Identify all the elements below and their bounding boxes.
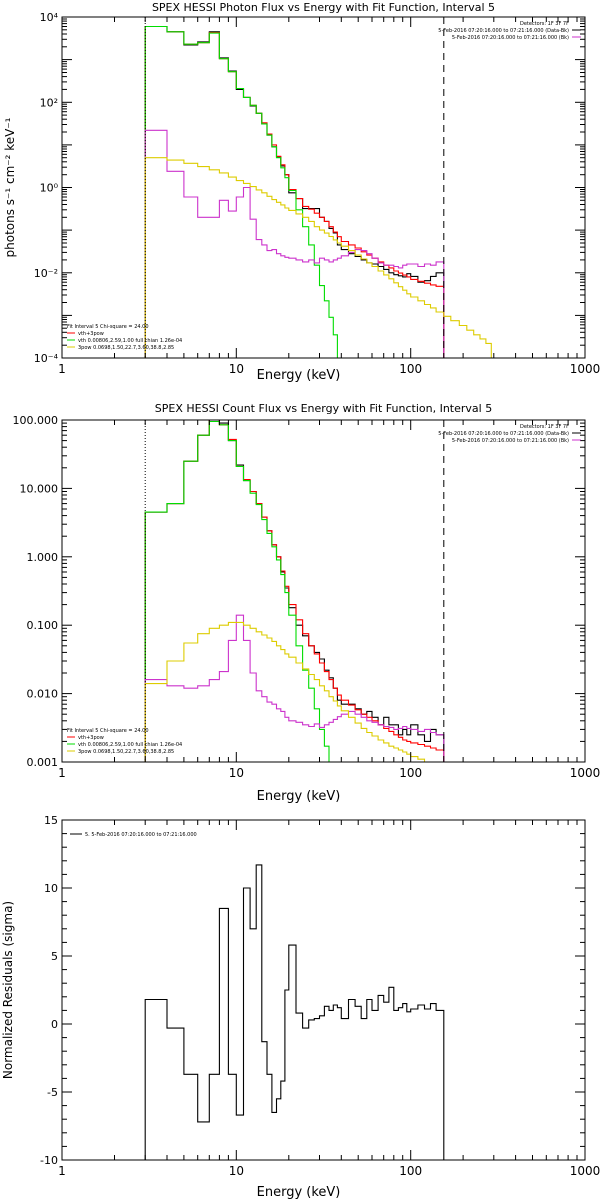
y-tick-label: 0.100: [27, 619, 59, 632]
plot-frame: [61, 16, 586, 359]
series-3-histogram: [144, 129, 445, 358]
chart-title: SPEX HESSI Count Flux vs Energy with Fit…: [155, 402, 492, 415]
chart-title: SPEX HESSI Photon Flux vs Energy with Fi…: [152, 1, 495, 14]
y-tick-label: 10⁻⁴: [34, 352, 59, 365]
x-tick-label: 1: [58, 362, 66, 376]
legend-bottom-entry: 3pow 0.0698,1.50,22.7,3.60,38.8,2.85: [78, 749, 174, 755]
legend-top-entry: 5-Feb-2016 07:20:16.000 to 07:21:16.000 …: [438, 28, 569, 34]
series-4-histogram: [144, 621, 444, 762]
legend-top-entry: 5-Feb-2016 07:20:16.000 to 07:21:16.000 …: [452, 35, 569, 41]
x-tick-label: 100: [399, 1164, 422, 1178]
y-tick-label: 0.010: [27, 688, 59, 701]
x-tick-label: 10: [229, 362, 244, 376]
legend-bottom-entry: vth+3pow: [78, 735, 104, 741]
legend-top-entry: 5. 5-Feb-2016 07:20:16.000 to 07:21:16.0…: [85, 832, 197, 838]
residuals-panel: 1 10 100 1000 -10 -5 0 5 10 15 Energy (keV) Normali…: [1, 814, 600, 1200]
series-0-histogram: [144, 864, 445, 1160]
series-4-histogram: [144, 157, 492, 358]
legend-top-entry: 5-Feb-2016 07:20:16.000 to 07:21:16.000 …: [438, 431, 569, 437]
x-tick-label: 100: [399, 766, 422, 780]
legend-bottom-entry: vth+3pow: [78, 331, 104, 337]
series-1-histogram: [144, 420, 445, 762]
y-tick-label: 10⁰: [40, 182, 59, 195]
y-axis-label: Normalized Residuals (sigma): [1, 901, 15, 1079]
y-tick-label: 0.001: [27, 756, 59, 769]
y-tick-label: 5: [51, 950, 58, 963]
x-tick-label: 10: [229, 766, 244, 780]
y-tick-label: 1.000: [27, 551, 59, 564]
y-tick-label: 10⁻²: [34, 267, 58, 280]
y-tick-label: -10: [40, 1154, 58, 1167]
x-tick-label: 100: [399, 362, 422, 376]
count-flux-panel: 1 10 100 1000 0.001 0.010 0.100 1.000 10.000 100.…: [13, 402, 600, 804]
legend-top-entry: Detectors: 1F 3F 7F: [520, 424, 569, 430]
series-0-histogram: [144, 420, 445, 762]
series-3-histogram: [144, 614, 445, 762]
series-0-histogram: [144, 25, 445, 358]
y-axis-label: photons s⁻¹ cm⁻² keV⁻¹: [3, 117, 17, 257]
x-axis-label: Energy (keV): [257, 1185, 341, 1200]
x-tick-label: 1: [58, 1164, 66, 1178]
photon-flux-panel: 1 10 100 1000 10⁻⁴ 10⁻² 10⁰ 10² 10⁴ SPEX HESSI Ph…: [3, 1, 600, 383]
y-tick-label: 15: [44, 814, 58, 827]
y-tick-label: 10: [44, 882, 58, 895]
x-tick-label: 1: [58, 766, 66, 780]
legend-bottom-entry: vth 0.00806,2.59,1.00 full chian 1.26e-0…: [78, 338, 182, 344]
x-axis-label: Energy (keV): [257, 368, 341, 383]
y-tick-label: -5: [47, 1086, 58, 1099]
series-2-histogram: [144, 25, 342, 358]
legend-bottom-entry: Fit Interval 5 Chi-square = 24.00: [67, 324, 149, 330]
series-2-histogram: [144, 420, 334, 762]
y-tick-label: 100.000: [13, 414, 59, 427]
plot-frame: [61, 819, 586, 1161]
y-tick-label: 10⁴: [40, 11, 59, 24]
y-tick-label: 10.000: [20, 482, 59, 495]
y-tick-label: 0: [51, 1018, 58, 1031]
legend-bottom-entry: vth 0.00806,2.59,1.00 full chian 1.26e-0…: [78, 742, 182, 748]
x-axis-label: Energy (keV): [257, 789, 341, 804]
x-tick-label: 10: [229, 1164, 244, 1178]
legend-top-entry: 5-Feb-2016 07:20:16.000 to 07:21:16.000 …: [452, 438, 569, 444]
legend-bottom-entry: Fit Interval 5 Chi-square = 24.00: [67, 728, 149, 734]
legend-bottom-entry: 3pow 0.0698,1.50,22.7,3.60,38.8,2.85: [78, 345, 174, 351]
plot-frame: [61, 419, 586, 763]
x-tick-label: 1000: [570, 1164, 600, 1178]
x-tick-label: 1000: [570, 362, 600, 376]
legend-top-entry: Detectors: 1F 3F 7F: [520, 21, 569, 27]
x-tick-label: 1000: [570, 766, 600, 780]
y-tick-label: 10²: [40, 96, 58, 109]
